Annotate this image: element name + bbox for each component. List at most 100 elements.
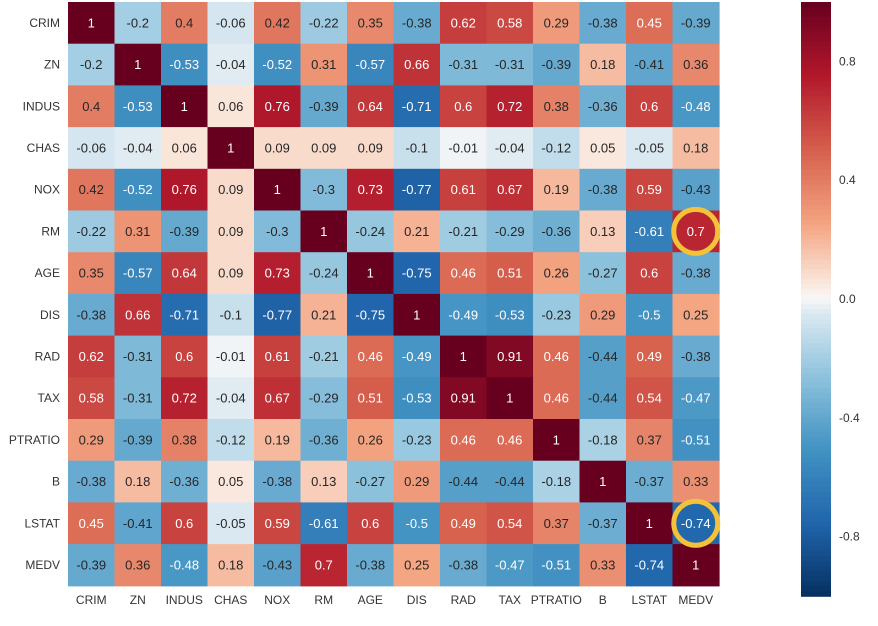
- cell-nox-b: [579, 168, 627, 212]
- heatmap-cell: -0.36: [300, 419, 348, 462]
- colorbar-tick-label: 0.0: [839, 292, 856, 306]
- heatmap-cell: 0.37: [626, 419, 674, 462]
- cell-nox-age: [347, 168, 395, 212]
- cell-value-label: -0.36: [588, 99, 618, 114]
- cell-value-label: -0.3: [266, 224, 288, 239]
- heatmap-cell: -0.77: [254, 293, 302, 337]
- heatmap-cell: 0.91: [440, 377, 488, 420]
- heatmap-cell: 0.54: [626, 377, 674, 420]
- cell-value-label: 0.59: [265, 516, 290, 531]
- heatmap-cell: 0.06: [207, 85, 255, 128]
- cell-value-label: 0.09: [311, 140, 336, 155]
- colorbar-segment: [801, 338, 831, 345]
- cell-rad-nox: [254, 335, 302, 378]
- colorbar-segment: [801, 76, 831, 82]
- heatmap-cell: -0.75: [347, 293, 395, 337]
- cell-value-label: 1: [134, 57, 141, 72]
- cell-age-chas: [207, 252, 255, 295]
- cell-indus-chas: [207, 85, 255, 128]
- heatmap-cell: 0.59: [626, 168, 674, 212]
- heatmap-cell: 0.09: [207, 252, 255, 295]
- cell-zn-rm: [300, 43, 348, 86]
- colorbar-segment: [801, 16, 831, 23]
- colorbar-segment: [801, 284, 831, 290]
- cell-age-tax: [486, 252, 534, 295]
- cell-value-label: 0.61: [451, 182, 476, 197]
- cell-rm-rad: [440, 210, 488, 253]
- colorbar-segment: [801, 482, 831, 488]
- colorbar-segment: [801, 204, 831, 211]
- heatmap-cell: -0.24: [300, 252, 348, 295]
- cell-lstat-zn: [114, 502, 162, 545]
- cell-dis-nox: [254, 293, 302, 337]
- cell-age-nox: [254, 252, 302, 295]
- cell-zn-crim: [68, 43, 116, 86]
- cell-rad-ptratio: [533, 335, 581, 378]
- heatmap-cell: -0.23: [533, 293, 581, 337]
- cell-value-label: -0.18: [588, 432, 618, 447]
- cell-value-label: 0.58: [497, 15, 522, 30]
- y-tick-label: RM: [41, 224, 60, 238]
- cell-value-label: -0.31: [123, 391, 153, 406]
- cell-dis-zn: [114, 293, 162, 337]
- heatmap-cell: -0.53: [161, 43, 209, 86]
- colorbar-segment: [801, 279, 831, 285]
- cell-value-label: 0.42: [79, 182, 104, 197]
- cell-value-label: 0.25: [683, 307, 708, 322]
- heatmap-cell: -0.57: [114, 252, 162, 295]
- cell-value-label: 0.21: [404, 224, 429, 239]
- cell-value-label: -0.27: [355, 474, 385, 489]
- cell-value-label: -0.04: [495, 140, 525, 155]
- heatmap-cell: -0.39: [533, 43, 581, 86]
- cell-value-label: -0.77: [262, 307, 292, 322]
- colorbar-segment: [801, 591, 831, 597]
- cell-value-label: 0.72: [497, 99, 522, 114]
- cell-crim-dis: [393, 2, 441, 45]
- heatmap-cell: -0.53: [393, 377, 441, 420]
- cell-rad-indus: [161, 335, 209, 378]
- colorbar-segment: [801, 566, 831, 573]
- cell-value-label: 0.09: [218, 182, 243, 197]
- x-tick-label: RM: [314, 593, 333, 607]
- heatmap-cell: 1: [254, 168, 302, 212]
- colorbar-segment: [801, 477, 831, 483]
- colorbar: [801, 2, 831, 597]
- colorbar-segment: [801, 586, 831, 592]
- colorbar-segment: [801, 71, 831, 78]
- colorbar-segment: [801, 492, 831, 498]
- cell-value-label: 0.18: [125, 474, 150, 489]
- cell-value-label: -0.39: [681, 15, 711, 30]
- heatmap-cell: -0.53: [114, 85, 162, 128]
- x-tick-label: TAX: [499, 593, 521, 607]
- cell-value-label: -0.44: [448, 474, 478, 489]
- cell-value-label: 0.6: [640, 266, 658, 281]
- cell-crim-chas: [207, 2, 255, 45]
- y-tick-label: INDUS: [23, 99, 60, 113]
- heatmap-cell: 0.18: [114, 460, 162, 503]
- colorbar-segment: [801, 521, 831, 528]
- heatmap-cell: -0.39: [161, 210, 209, 253]
- colorbar-segment: [801, 511, 831, 518]
- cell-value-label: 0.45: [79, 516, 104, 531]
- cell-value-label: -0.2: [127, 15, 149, 30]
- cell-value-label: 0.72: [172, 391, 197, 406]
- colorbar-segment: [801, 175, 831, 181]
- colorbar-segment: [801, 427, 831, 434]
- cell-value-label: 0.73: [358, 182, 383, 197]
- cell-value-label: -0.49: [402, 349, 432, 364]
- heatmap-cell: 0.67: [254, 377, 302, 420]
- cell-value-label: -0.36: [541, 224, 571, 239]
- heatmap-cell: 0.29: [533, 2, 581, 45]
- cell-value-label: 0.31: [311, 57, 336, 72]
- cell-zn-age: [347, 43, 395, 86]
- y-tick-label: CHAS: [27, 141, 60, 155]
- cell-rad-age: [347, 335, 395, 378]
- colorbar-segment: [801, 323, 831, 330]
- colorbar-segment: [801, 2, 831, 8]
- cell-value-label: -0.38: [588, 15, 618, 30]
- cell-b-chas: [207, 460, 255, 503]
- heatmap-cell: 1: [300, 210, 348, 253]
- cell-value-label: 0.31: [125, 224, 150, 239]
- y-tick-label: TAX: [38, 391, 60, 405]
- heatmap-cell: -0.21: [440, 210, 488, 253]
